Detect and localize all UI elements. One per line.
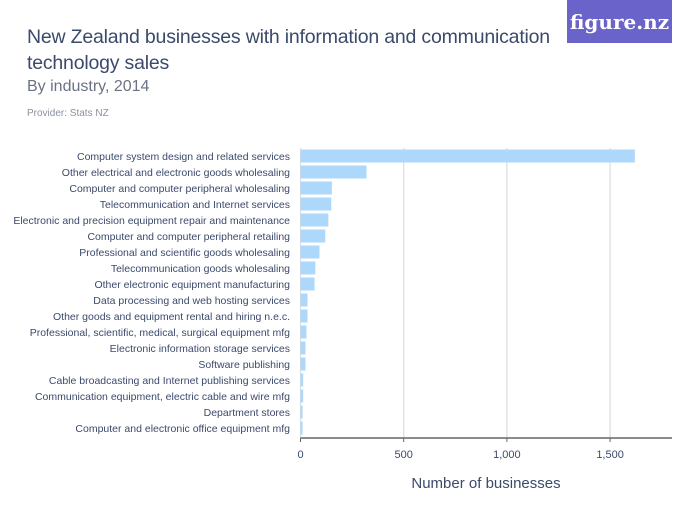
bar[interactable] (300, 373, 304, 387)
bar[interactable] (300, 181, 332, 195)
bar[interactable] (300, 357, 306, 371)
bar[interactable] (300, 309, 308, 323)
category-label: Electronic and precision equipment repai… (13, 215, 290, 227)
bar[interactable] (300, 165, 367, 179)
category-label: Professional, scientific, medical, surgi… (30, 327, 290, 339)
x-tick-label: 0 (297, 449, 303, 461)
bar[interactable] (300, 261, 316, 275)
category-label: Cable broadcasting and Internet publishi… (49, 375, 290, 387)
bar[interactable] (300, 213, 329, 227)
category-label: Computer and computer peripheral retaili… (87, 231, 290, 243)
gridlines (299, 148, 611, 442)
x-tick-label: 1,000 (493, 449, 521, 461)
category-label: Data processing and web hosting services (93, 295, 290, 307)
bar[interactable] (300, 149, 635, 163)
category-label: Telecommunication goods wholesaling (111, 263, 290, 275)
x-tick-labels: 0 500 1,000 1,500 (297, 449, 623, 461)
bar[interactable] (300, 229, 326, 243)
category-label: Communication equipment, electric cable … (35, 391, 290, 403)
category-label: Other goods and equipment rental and hir… (53, 311, 290, 323)
category-label: Other electrical and electronic goods wh… (62, 167, 290, 179)
chart-subtitle: By industry, 2014 (27, 78, 150, 95)
category-label: Computer and electronic office equipment… (75, 423, 290, 435)
bar[interactable] (300, 325, 307, 339)
category-label: Computer system design and related servi… (77, 151, 290, 163)
category-label: Professional and scientific goods wholes… (79, 247, 290, 259)
x-tick-label: 1,500 (596, 449, 624, 461)
bar[interactable] (300, 341, 306, 355)
category-label: Software publishing (198, 359, 290, 371)
category-label: Electronic information storage services (110, 343, 290, 355)
bar[interactable] (300, 421, 303, 435)
category-label: Computer and computer peripheral wholesa… (69, 183, 290, 195)
category-labels: Computer system design and related servi… (13, 151, 290, 435)
bar[interactable] (300, 277, 315, 291)
figure-nz-logo[interactable]: figure.nz (567, 0, 672, 43)
category-label: Telecommunication and Internet services (100, 199, 290, 211)
bars (300, 149, 635, 435)
x-axis-label: Number of businesses (411, 475, 560, 492)
provider-label: Provider: Stats NZ (27, 108, 109, 119)
category-label: Department stores (204, 407, 290, 419)
bar[interactable] (300, 389, 304, 403)
bar[interactable] (300, 293, 308, 307)
category-label: Other electronic equipment manufacturing (94, 279, 290, 291)
chart-title: New Zealand businesses with information … (27, 26, 550, 74)
bar[interactable] (300, 197, 332, 211)
bar[interactable] (300, 245, 320, 259)
x-tick-label: 500 (395, 449, 413, 461)
bar[interactable] (300, 405, 303, 419)
